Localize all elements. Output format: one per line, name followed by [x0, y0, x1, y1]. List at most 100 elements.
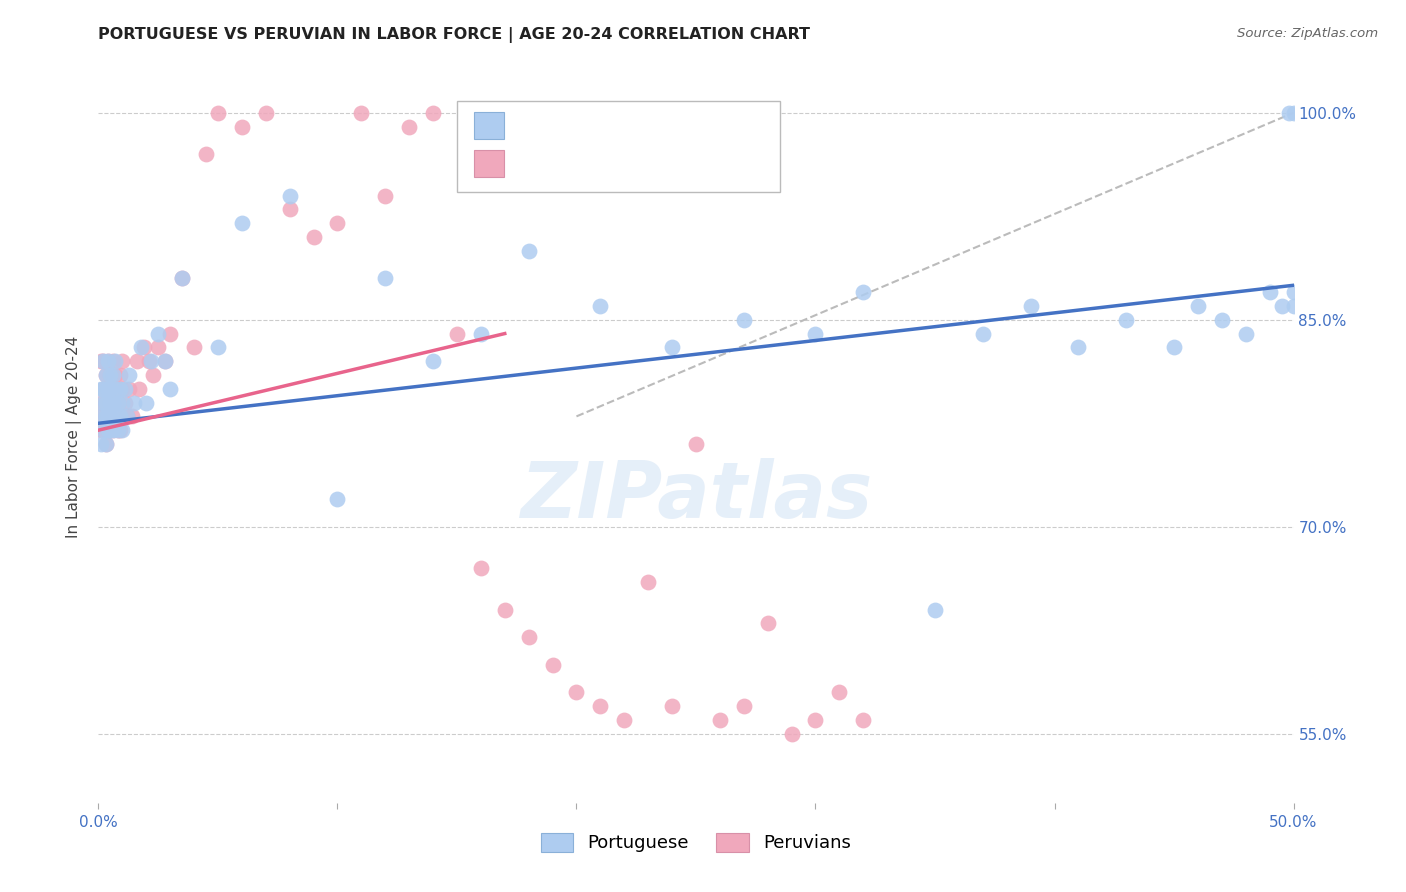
Point [1115, 312, 1137, 326]
Point [159, 382, 181, 396]
Point [685, 437, 707, 451]
Point [90, 437, 112, 451]
Point [104, 382, 127, 396]
Point [1282, 105, 1305, 120]
Point [101, 423, 124, 437]
Point [101, 395, 124, 409]
Point [125, 354, 148, 368]
Point [756, 616, 779, 631]
Point [107, 395, 129, 409]
Point [94, 437, 117, 451]
Point [104, 409, 127, 424]
Point [90, 395, 112, 409]
Point [350, 105, 373, 120]
Point [107, 395, 129, 409]
Text: R = 0.280: R = 0.280 [517, 109, 614, 127]
Point [108, 409, 131, 424]
Point [98, 409, 122, 424]
Point [98, 423, 122, 437]
Point [132, 340, 155, 354]
Point [94, 437, 117, 451]
Point [94, 395, 117, 409]
Point [91, 423, 114, 437]
FancyBboxPatch shape [457, 101, 780, 192]
Point [98, 409, 122, 424]
Point [139, 354, 162, 368]
Point [97, 409, 120, 424]
Point [97, 354, 120, 368]
Point [135, 395, 157, 409]
Point [104, 382, 127, 396]
Point [589, 699, 612, 714]
Y-axis label: In Labor Force | Age 20-24: In Labor Force | Age 20-24 [66, 336, 83, 538]
Point [1163, 340, 1185, 354]
Point [231, 120, 253, 134]
Point [172, 271, 194, 285]
Point [115, 409, 138, 424]
Point [91, 423, 114, 437]
Point [804, 326, 827, 341]
Text: ZIPatlas: ZIPatlas [520, 458, 872, 533]
Point [97, 382, 120, 396]
Point [172, 271, 194, 285]
Point [121, 409, 143, 424]
Text: N = 71: N = 71 [678, 109, 745, 127]
Point [108, 409, 131, 424]
Point [422, 354, 444, 368]
Point [90, 354, 112, 368]
Point [541, 657, 564, 672]
Point [254, 105, 277, 120]
Point [108, 368, 131, 382]
Point [101, 423, 124, 437]
Point [97, 423, 120, 437]
Point [780, 727, 803, 741]
Point [374, 271, 396, 285]
Point [494, 602, 516, 616]
Point [1258, 285, 1281, 300]
Point [1234, 326, 1257, 341]
Point [661, 340, 683, 354]
Point [1282, 285, 1305, 300]
Point [613, 713, 636, 727]
Point [637, 574, 659, 589]
Point [124, 395, 146, 409]
Point [118, 382, 141, 396]
Point [90, 409, 112, 424]
Point [98, 395, 122, 409]
Point [852, 713, 875, 727]
Point [101, 395, 124, 409]
Point [98, 423, 122, 437]
Point [108, 423, 131, 437]
Point [101, 382, 124, 396]
Point [972, 326, 994, 341]
Point [231, 216, 253, 230]
Point [148, 340, 170, 354]
Point [326, 492, 349, 507]
Point [94, 368, 117, 382]
Point [661, 699, 683, 714]
Point [148, 326, 170, 341]
Point [852, 285, 875, 300]
Point [302, 230, 325, 244]
Point [733, 312, 755, 326]
Point [155, 354, 177, 368]
Point [107, 423, 129, 437]
Point [91, 354, 114, 368]
Point [91, 409, 114, 424]
Point [565, 685, 588, 699]
Point [94, 409, 117, 424]
Text: PORTUGUESE VS PERUVIAN IN LABOR FORCE | AGE 20-24 CORRELATION CHART: PORTUGUESE VS PERUVIAN IN LABOR FORCE | … [98, 27, 810, 43]
Point [470, 326, 492, 341]
Point [155, 354, 177, 368]
Point [111, 423, 134, 437]
Point [118, 368, 141, 382]
Point [114, 395, 136, 409]
Point [1282, 299, 1305, 313]
Point [111, 354, 134, 368]
Point [90, 423, 112, 437]
Point [131, 340, 153, 354]
Point [101, 368, 124, 382]
Point [108, 382, 131, 396]
Point [207, 105, 229, 120]
Point [1187, 299, 1209, 313]
